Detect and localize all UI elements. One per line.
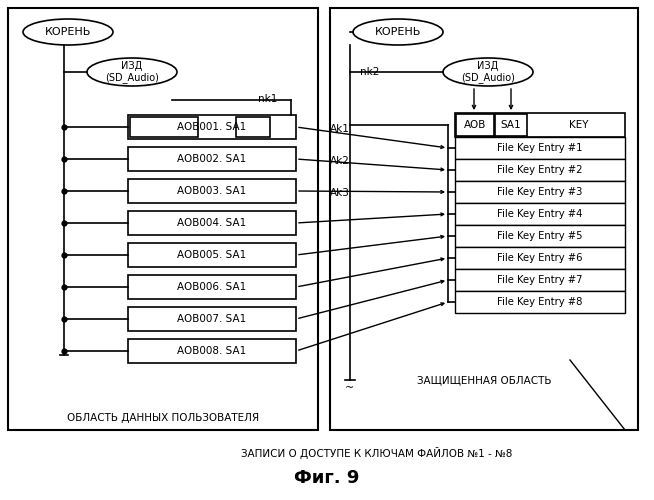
Bar <box>128 243 296 267</box>
Text: ЗАПИСИ О ДОСТУПЕ К КЛЮЧАМ ФАЙЛОВ №1 - №8: ЗАПИСИ О ДОСТУПЕ К КЛЮЧАМ ФАЙЛОВ №1 - №8 <box>241 447 513 459</box>
Text: AOB003. SA1: AOB003. SA1 <box>177 186 247 196</box>
Bar <box>455 291 625 313</box>
Text: nk2: nk2 <box>360 67 379 77</box>
Text: AOB002. SA1: AOB002. SA1 <box>177 154 247 164</box>
Bar <box>128 339 296 363</box>
Text: ОБЛАСТЬ ДАННЫХ ПОЛЬЗОВАТЕЛЯ: ОБЛАСТЬ ДАННЫХ ПОЛЬЗОВАТЕЛЯ <box>67 413 259 423</box>
Bar <box>455 225 625 247</box>
Bar <box>455 203 625 225</box>
Bar <box>455 269 625 291</box>
Bar <box>495 114 527 136</box>
Text: AOB005. SA1: AOB005. SA1 <box>177 250 247 260</box>
Text: ИЗД
(SD_Audio): ИЗД (SD_Audio) <box>105 60 159 84</box>
Text: AOB006. SA1: AOB006. SA1 <box>177 282 247 292</box>
Text: КОРЕНЬ: КОРЕНЬ <box>375 27 421 37</box>
Text: AOB008. SA1: AOB008. SA1 <box>177 346 247 356</box>
Text: Ak3: Ak3 <box>330 188 350 198</box>
Ellipse shape <box>353 19 443 45</box>
Text: Ak2: Ak2 <box>330 156 350 166</box>
Bar <box>128 275 296 299</box>
Text: AOB: AOB <box>464 120 486 130</box>
Text: nk1: nk1 <box>258 94 277 104</box>
Text: Фиг. 9: Фиг. 9 <box>294 469 360 487</box>
Bar <box>128 211 296 235</box>
Bar <box>128 307 296 331</box>
Bar <box>455 181 625 203</box>
Text: File Key Entry #1: File Key Entry #1 <box>497 143 583 153</box>
Bar <box>8 8 318 430</box>
Text: File Key Entry #2: File Key Entry #2 <box>497 165 583 175</box>
Bar <box>455 113 625 137</box>
Text: SA1: SA1 <box>501 120 521 130</box>
Text: File Key Entry #8: File Key Entry #8 <box>497 297 583 307</box>
Text: ИЗД
(SD_Audio): ИЗД (SD_Audio) <box>461 60 515 84</box>
Bar <box>455 247 625 269</box>
Bar <box>128 115 296 139</box>
Bar <box>455 159 625 181</box>
Text: ЗАЩИЩЕННАЯ ОБЛАСТЬ: ЗАЩИЩЕННАЯ ОБЛАСТЬ <box>417 375 551 385</box>
Text: AOB007. SA1: AOB007. SA1 <box>177 314 247 324</box>
Bar <box>330 8 638 430</box>
Text: AOB001. SA1: AOB001. SA1 <box>177 122 247 132</box>
Bar <box>130 117 198 137</box>
Text: КОРЕНЬ: КОРЕНЬ <box>45 27 91 37</box>
Text: AOB004. SA1: AOB004. SA1 <box>177 218 247 228</box>
Bar <box>128 147 296 171</box>
Bar <box>236 117 270 137</box>
Text: File Key Entry #6: File Key Entry #6 <box>497 253 583 263</box>
Text: File Key Entry #7: File Key Entry #7 <box>497 275 583 285</box>
Text: KEY: KEY <box>569 120 589 130</box>
Ellipse shape <box>87 58 177 86</box>
Text: File Key Entry #4: File Key Entry #4 <box>497 209 583 219</box>
Text: File Key Entry #3: File Key Entry #3 <box>497 187 583 197</box>
Ellipse shape <box>443 58 533 86</box>
Bar <box>456 114 494 136</box>
Text: ~: ~ <box>345 383 354 393</box>
Ellipse shape <box>23 19 113 45</box>
Text: File Key Entry #5: File Key Entry #5 <box>497 231 583 241</box>
Bar <box>128 179 296 203</box>
Text: Ak1: Ak1 <box>330 124 350 134</box>
Bar <box>455 137 625 159</box>
